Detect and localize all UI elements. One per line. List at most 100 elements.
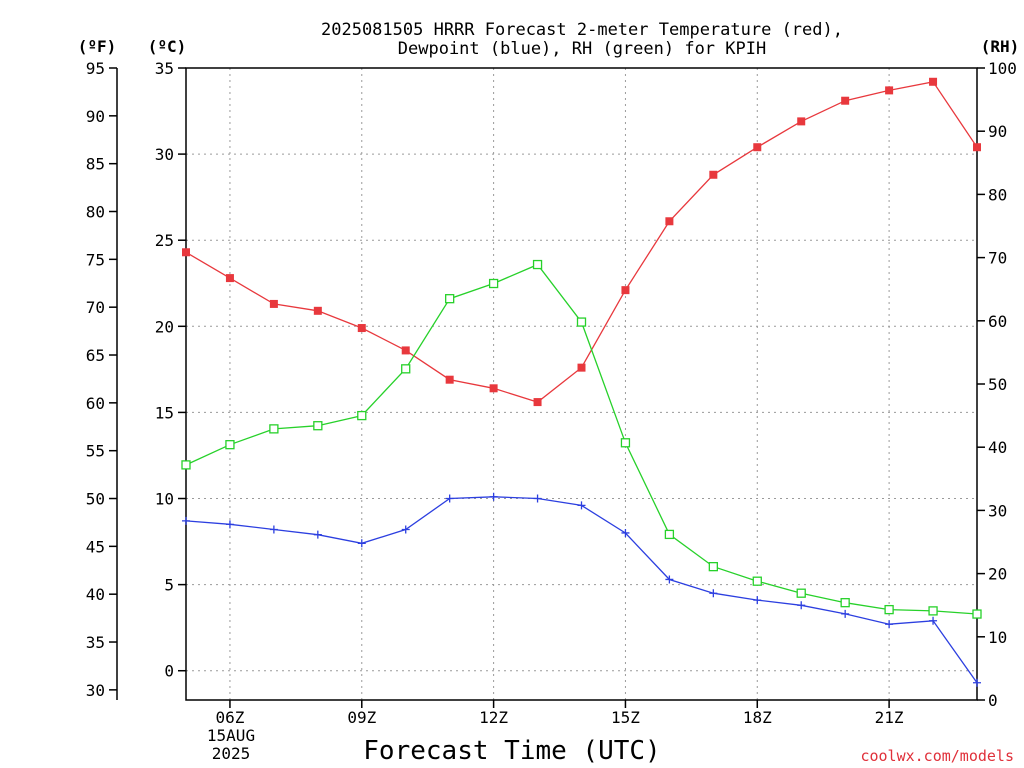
celsius-tick-label: 0: [164, 662, 174, 681]
temperature-point: [577, 363, 586, 372]
temperature-point: [489, 384, 498, 393]
rh-point: [884, 604, 894, 615]
fahrenheit-tick-label: 95: [86, 59, 105, 78]
fahrenheit-tick-label: 85: [86, 155, 105, 174]
celsius-tick-label: 25: [155, 231, 174, 250]
rh-point: [488, 278, 499, 289]
x-tick-label: 06Z: [215, 708, 244, 727]
dewpoint-point: [841, 609, 850, 618]
temperature-point: [709, 170, 718, 179]
dewpoint-point: [709, 589, 718, 598]
dewpoint-point: [797, 601, 806, 610]
fahrenheit-tick-label: 70: [86, 298, 105, 317]
dewpoint-point: [357, 539, 366, 548]
x-tick-label: 21Z: [875, 708, 904, 727]
unit-fahrenheit-label: (ºF): [78, 37, 117, 56]
dewpoint-point: [533, 494, 542, 503]
rh-point: [928, 606, 938, 616]
fahrenheit-tick-label: 35: [86, 633, 105, 652]
rh-point: [225, 440, 235, 450]
rh-tick-label: 70: [988, 249, 1007, 268]
celsius-tick-label: 30: [155, 145, 174, 164]
dewpoint-point: [753, 596, 762, 605]
dewpoint-point: [973, 678, 981, 687]
dewpoint-point: [621, 528, 630, 537]
rh-tick-label: 60: [988, 312, 1007, 331]
temperature-point: [225, 274, 234, 283]
axis-ticks: 06Z 09Z 12Z 15Z 18Z 21Z 0 5 10 15 20 25 30 35 30 35 40 45…: [86, 59, 1017, 727]
date-label-year: 2025: [212, 744, 251, 763]
dewpoint-point: [269, 525, 278, 534]
x-tick-label: 09Z: [347, 708, 376, 727]
rh-point: [445, 294, 455, 304]
rh-point: [840, 598, 850, 608]
dewpoint-point: [885, 620, 894, 629]
rh-point: [576, 317, 587, 327]
celsius-tick-label: 35: [155, 59, 174, 78]
temperature-point: [182, 248, 190, 257]
temperature-point: [753, 143, 762, 152]
celsius-tick-label: 15: [155, 403, 174, 422]
temperature-point: [313, 306, 322, 315]
fahrenheit-tick-label: 40: [86, 585, 105, 604]
rh-tick-label: 20: [988, 565, 1007, 584]
rh-point: [664, 529, 675, 540]
rh-line: [185, 263, 978, 615]
temperature-point: [973, 143, 981, 152]
fahrenheit-tick-label: 65: [86, 346, 105, 365]
rh-tick-label: 50: [988, 375, 1007, 394]
unit-rh-label: (RH): [981, 37, 1020, 56]
x-tick-label: 15Z: [611, 708, 640, 727]
chart-title-line-2: Dewpoint (blue), RH (green) for KPIH: [398, 39, 766, 59]
temperature-point: [401, 346, 410, 355]
dewpoint-point: [313, 530, 322, 539]
rh-point: [620, 438, 631, 448]
fahrenheit-tick-label: 45: [86, 537, 105, 556]
rh-point: [313, 421, 323, 431]
dewpoint-point: [577, 501, 586, 510]
series-layer: [181, 77, 982, 687]
rh-tick-label: 30: [988, 501, 1007, 520]
rh-point: [532, 259, 543, 270]
rh-tick-label: 90: [988, 122, 1007, 141]
dewpoint-point: [401, 525, 410, 534]
fahrenheit-tick-label: 80: [86, 203, 105, 222]
dewpoint-point: [445, 494, 454, 503]
dewpoint-point: [182, 516, 190, 525]
temperature-point: [269, 299, 278, 308]
temperature-point: [357, 324, 366, 333]
rh-point: [708, 561, 718, 572]
fahrenheit-tick-label: 90: [86, 107, 105, 126]
fahrenheit-tick-label: 60: [86, 394, 105, 413]
rh-tick-label: 10: [988, 628, 1007, 647]
dewpoint-point: [665, 575, 674, 584]
rh-point: [269, 424, 279, 434]
rh-point: [401, 364, 411, 374]
fahrenheit-tick-label: 55: [86, 442, 105, 461]
unit-celsius-label: (ºC): [148, 37, 187, 56]
temperature-point: [885, 86, 894, 95]
rh-tick-label: 40: [988, 438, 1007, 457]
rh-point: [181, 460, 191, 470]
rh-tick-label: 100: [988, 59, 1017, 78]
dewpoint-point: [929, 616, 938, 625]
chart-title-line-1: 2025081505 HRRR Forecast 2-meter Tempera…: [321, 20, 843, 40]
temperature-point: [665, 217, 674, 226]
temperature-point: [797, 117, 806, 126]
rh-point: [357, 410, 367, 421]
dewpoint-line: [185, 496, 978, 684]
rh-tick-label: 80: [988, 185, 1007, 204]
temperature-point: [445, 375, 454, 384]
celsius-tick-label: 5: [164, 576, 174, 595]
rh-point: [972, 609, 982, 619]
date-label-day: 15AUG: [207, 726, 255, 745]
x-tick-label: 18Z: [743, 708, 772, 727]
fahrenheit-tick-label: 50: [86, 490, 105, 509]
temperature-point: [621, 286, 630, 295]
x-axis-title: Forecast Time (UTC): [363, 736, 660, 766]
celsius-tick-label: 10: [155, 490, 174, 509]
fahrenheit-tick-label: 75: [86, 250, 105, 269]
temperature-line: [185, 81, 978, 403]
rh-point: [752, 576, 762, 586]
